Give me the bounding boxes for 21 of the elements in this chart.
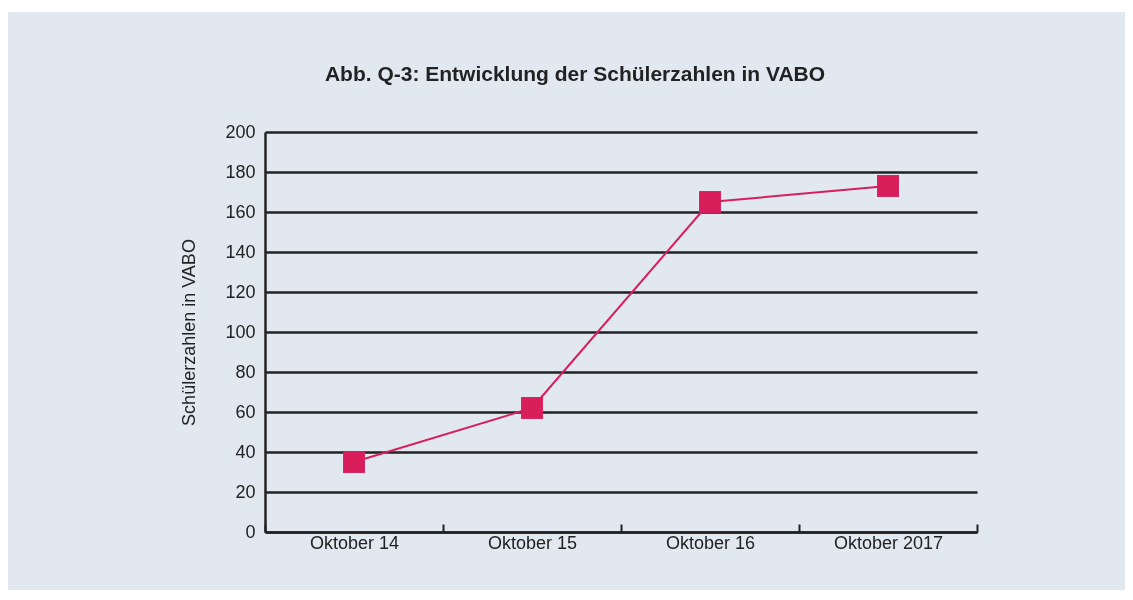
y-tick-label: 140 [225,241,256,262]
y-tick-label: 40 [235,441,256,462]
y-tick-label: 80 [235,361,256,382]
point [699,191,721,213]
point [877,175,899,197]
y-tick-label: 0 [245,521,256,542]
y-tick-label: 160 [225,201,256,222]
point [521,397,543,419]
point [343,451,365,473]
y-tick-label: 200 [225,121,256,142]
y-tick-label: 20 [235,481,256,502]
x-tick-label: Oktober 15 [487,532,578,553]
y-axis-title: Schülerzahlen in VABO [179,239,200,426]
x-tick-label: Oktober 16 [665,532,756,553]
chart-title: Abb. Q-3: Entwicklung der Schülerzahlen in VABO [324,62,826,85]
y-tick-label: 120 [225,281,256,302]
y-tick-label: 180 [225,161,256,182]
x-tick-label: Oktober 14 [309,532,400,553]
x-tick-label: Oktober 2017 [833,532,944,553]
y-tick-label: 60 [235,401,256,422]
y-tick-label: 100 [225,321,256,342]
